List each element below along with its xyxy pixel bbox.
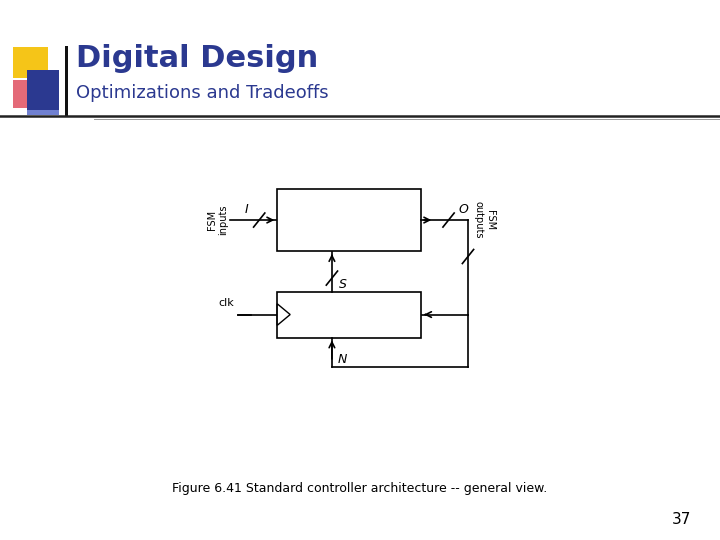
Text: Figure 6.41 Standard controller architecture -- general view.: Figure 6.41 Standard controller architec… <box>172 482 548 495</box>
Text: S: S <box>339 278 347 291</box>
Bar <box>277 189 421 251</box>
Text: FSM
outputs: FSM outputs <box>473 201 495 239</box>
Bar <box>27 110 59 115</box>
Bar <box>13 80 40 108</box>
Text: State register: State register <box>311 309 387 320</box>
Text: logic: logic <box>336 222 362 233</box>
Text: Combinational: Combinational <box>309 205 390 215</box>
Text: I: I <box>244 202 248 215</box>
Bar <box>277 292 421 338</box>
Text: O: O <box>459 202 469 215</box>
Bar <box>65 46 68 116</box>
Bar <box>13 47 48 78</box>
Text: clk: clk <box>218 298 234 308</box>
Text: Optimizations and Tradeoffs: Optimizations and Tradeoffs <box>76 84 328 103</box>
Text: Digital Design: Digital Design <box>76 44 318 73</box>
Text: N: N <box>338 353 347 366</box>
Polygon shape <box>277 303 290 325</box>
Text: FSM
inputs: FSM inputs <box>207 205 228 235</box>
Text: 37: 37 <box>672 511 691 526</box>
Bar <box>27 70 59 111</box>
